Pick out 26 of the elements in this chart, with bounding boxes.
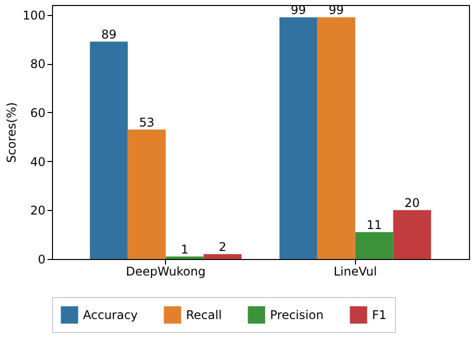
data-label: 53 <box>139 116 154 130</box>
y-tick-label: 100 <box>22 8 46 22</box>
data-label: 1 <box>180 242 188 257</box>
bar <box>204 254 242 259</box>
bar <box>90 42 128 259</box>
y-tick-label: 60 <box>30 106 46 120</box>
legend-label: F1 <box>372 308 387 322</box>
y-tick-label: 40 <box>30 154 46 169</box>
data-label: 89 <box>101 28 117 42</box>
legend-label: Accuracy <box>83 308 138 322</box>
bar <box>279 17 318 259</box>
bar <box>128 130 166 259</box>
legend-label: Recall <box>186 308 222 322</box>
x-tick-label: LineVul <box>334 264 377 278</box>
y-tick-label: 80 <box>30 57 46 72</box>
x-tick-label: DeepWukong <box>126 264 206 278</box>
data-label: 11 <box>366 218 382 232</box>
data-label: 20 <box>404 196 420 210</box>
y-tick-label: 20 <box>30 204 46 218</box>
data-label: 2 <box>218 240 226 254</box>
y-tick-label: 0 <box>38 252 46 266</box>
bar <box>355 232 394 259</box>
legend-label: Precision <box>270 308 324 322</box>
y-axis-title: Scores(%) <box>4 102 19 163</box>
bar <box>317 17 356 259</box>
bar <box>393 210 432 259</box>
